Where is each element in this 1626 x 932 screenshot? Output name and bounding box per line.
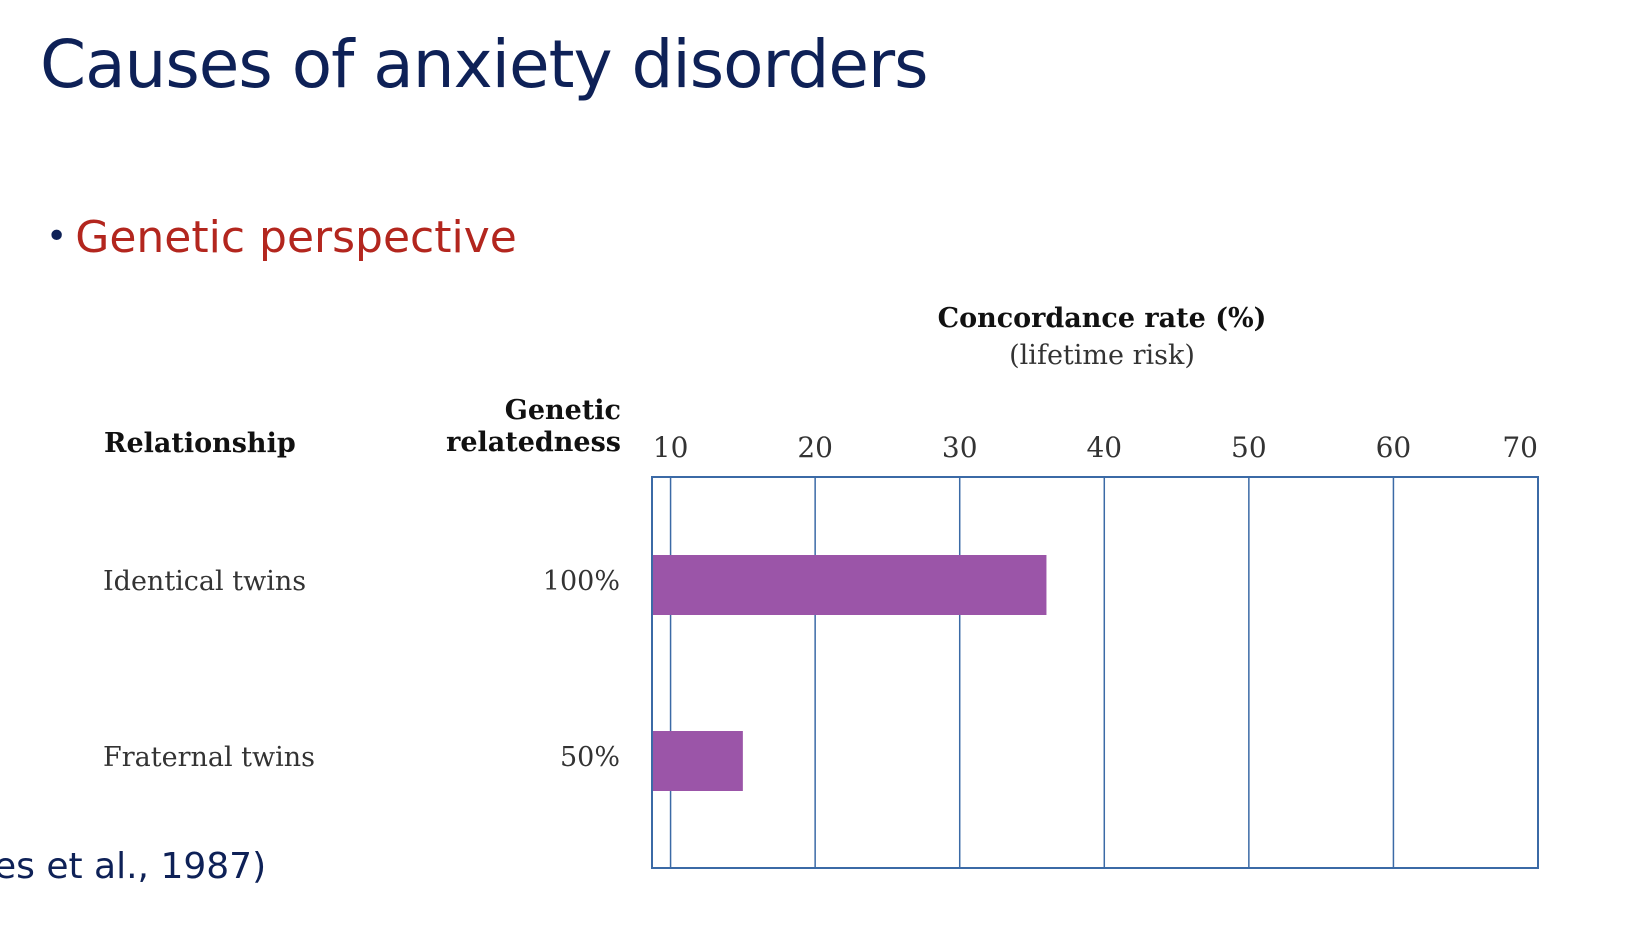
x-tick-label: 60 xyxy=(1376,431,1412,464)
x-tick-label: 10 xyxy=(653,431,689,464)
x-tick-label: 70 xyxy=(1502,431,1538,464)
plot-frame xyxy=(651,476,1539,869)
bars xyxy=(652,555,1047,791)
x-tick-label: 20 xyxy=(797,431,833,464)
row-label-relatedness: 50% xyxy=(560,742,620,773)
row-label-relatedness: 100% xyxy=(543,566,620,597)
bullet-dot-icon: • xyxy=(46,216,68,257)
bullet-item: • Genetic perspective xyxy=(46,212,517,263)
row-label-relationship: Identical twins xyxy=(103,566,306,597)
row-labels: Identical twins 100% Fraternal twins 50% xyxy=(103,566,620,773)
bullet-text: Genetic perspective xyxy=(75,212,517,263)
x-tick-label: 50 xyxy=(1231,431,1267,464)
column-header-genetic: Genetic xyxy=(505,395,621,426)
column-header-relationship: Relationship xyxy=(104,428,296,459)
gridlines xyxy=(669,477,1395,868)
chart-subtitle: (lifetime risk) xyxy=(1009,340,1195,371)
x-tick-label: 40 xyxy=(1086,431,1122,464)
bar-fraternal-twins xyxy=(652,731,743,791)
citation: es et al., 1987) xyxy=(0,846,267,887)
row-label-relationship: Fraternal twins xyxy=(103,742,315,773)
column-header-relatedness: relatedness xyxy=(446,427,621,458)
x-tick-label: 30 xyxy=(942,431,978,464)
slide-title: Causes of anxiety disorders xyxy=(40,26,928,103)
x-tick-labels: 10 20 30 40 50 60 70 xyxy=(653,431,1538,464)
bar-identical-twins xyxy=(652,555,1047,615)
chart-title: Concordance rate (%) xyxy=(938,303,1267,334)
